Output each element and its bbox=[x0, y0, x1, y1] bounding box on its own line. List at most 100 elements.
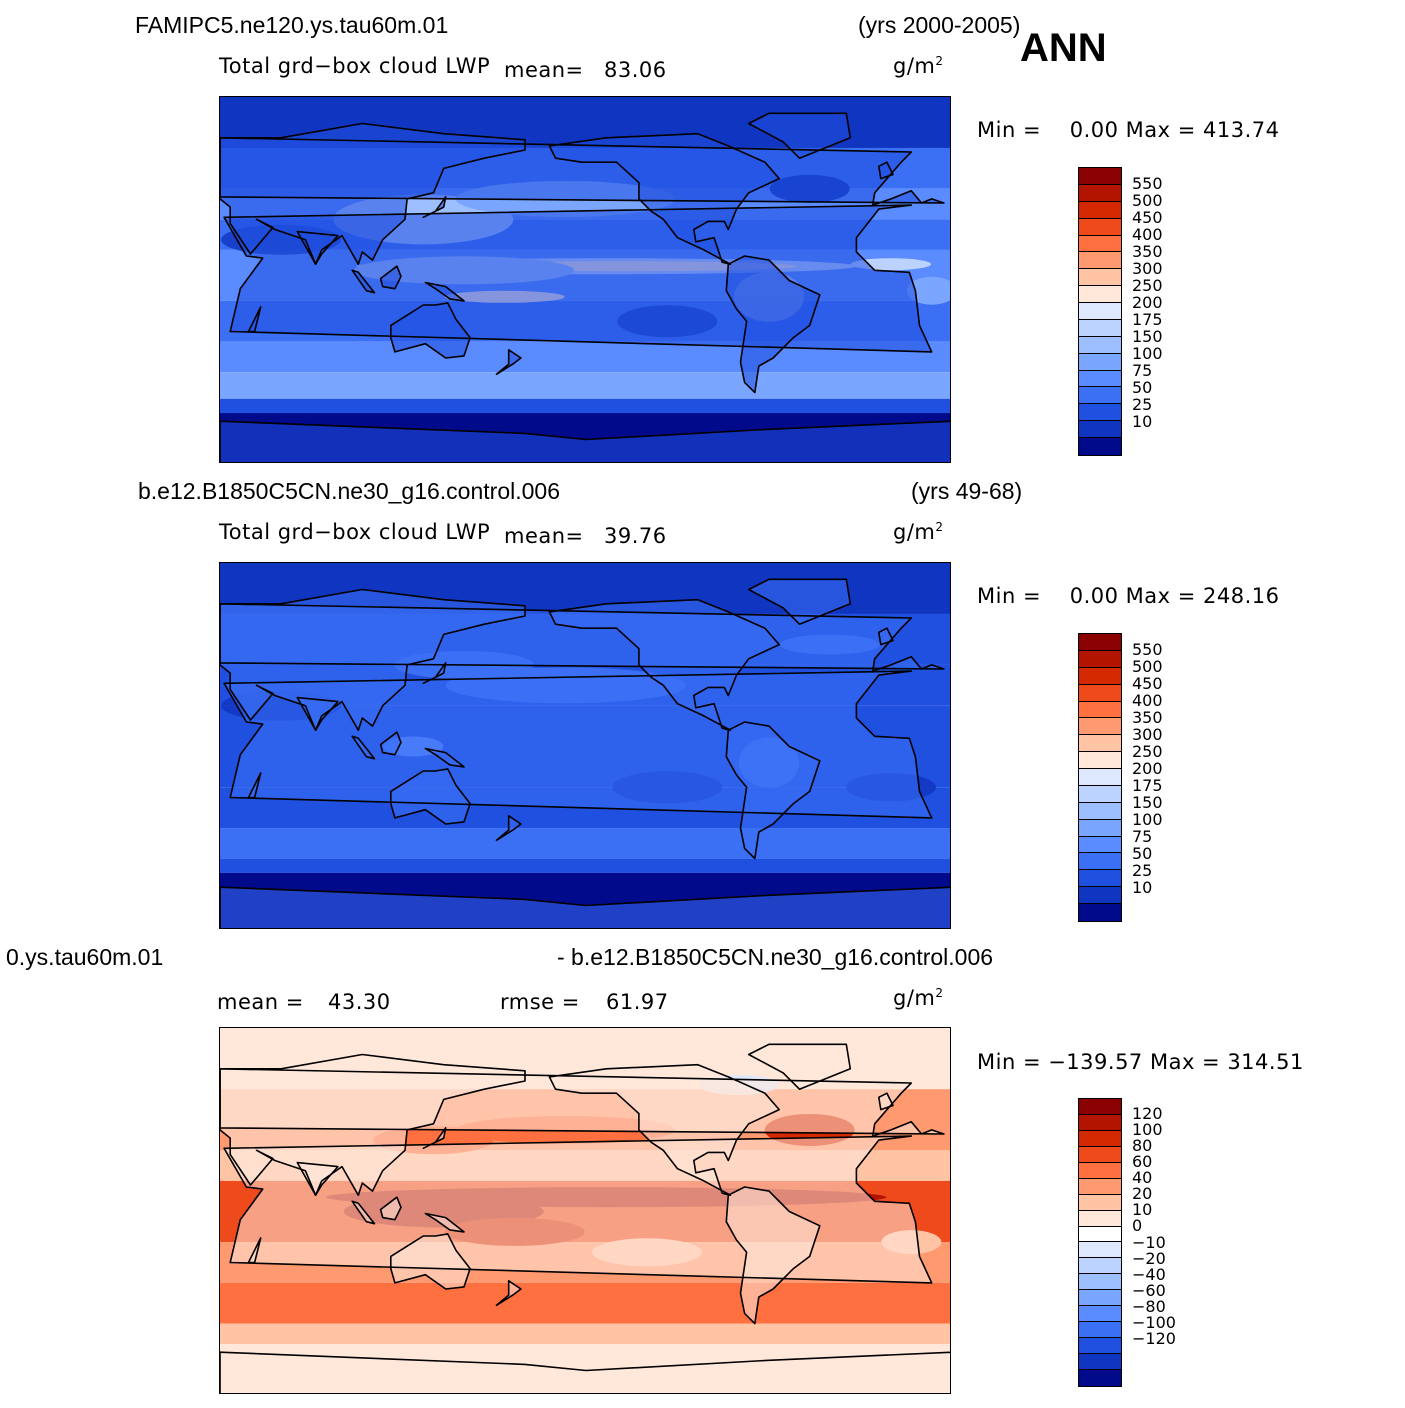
colorbar-tick-label: 50 bbox=[1132, 378, 1153, 397]
colorbar-segment bbox=[1079, 667, 1121, 685]
panel3-units: g/m2 bbox=[893, 986, 944, 1010]
colorbar-segment bbox=[1079, 235, 1121, 253]
panel1-colorbar-ticks: 550 500 450 400 350 300 250 200 175 150 100 75 50 25 1… bbox=[1132, 167, 1192, 456]
colorbar-segment bbox=[1079, 1162, 1121, 1179]
colorbar-tick-label: 450 bbox=[1132, 674, 1163, 693]
colorbar-tick-label: 50 bbox=[1132, 844, 1153, 863]
colorbar-segment bbox=[1079, 218, 1121, 236]
colorbar-segment bbox=[1079, 168, 1121, 185]
colorbar-segment bbox=[1079, 319, 1121, 337]
panel2-minmax: Min = 0.00 Max = 248.16 bbox=[977, 584, 1280, 608]
panel2-years: (yrs 49-68) bbox=[911, 478, 1023, 504]
colorbar-tick-label: 450 bbox=[1132, 208, 1163, 227]
colorbar-tick-label: 80 bbox=[1132, 1136, 1153, 1156]
colorbar-segment bbox=[1079, 201, 1121, 219]
colorbar-segment bbox=[1079, 735, 1121, 753]
colorbar-segment bbox=[1079, 802, 1121, 820]
colorbar-segment bbox=[1079, 650, 1121, 668]
colorbar-tick-label: 350 bbox=[1132, 242, 1163, 261]
colorbar-tick-label: 200 bbox=[1132, 293, 1163, 312]
colorbar-segment bbox=[1079, 1114, 1121, 1131]
colorbar-tick-label: 25 bbox=[1132, 861, 1153, 880]
colorbar-segment bbox=[1079, 303, 1121, 320]
colorbar-tick-label: 25 bbox=[1132, 395, 1153, 414]
colorbar-tick-label: 250 bbox=[1132, 742, 1163, 761]
colorbar-tick-label: −40 bbox=[1132, 1264, 1166, 1284]
panel2-case-name: b.e12.B1850C5CN.ne30_g16.control.006 bbox=[138, 478, 560, 504]
panel2-colorbar bbox=[1078, 633, 1122, 922]
colorbar-segment bbox=[1079, 286, 1121, 303]
colorbar-segment bbox=[1079, 438, 1121, 455]
colorbar-segment bbox=[1079, 1194, 1121, 1211]
panel3-case-name-right: - b.e12.B1850C5CN.ne30_g16.control.006 bbox=[557, 944, 994, 970]
colorbar-segment bbox=[1079, 870, 1121, 888]
colorbar-segment bbox=[1079, 1338, 1121, 1354]
colorbar-segment bbox=[1079, 404, 1121, 422]
panel2-mean-value: 39.76 bbox=[604, 524, 667, 548]
colorbar-segment bbox=[1079, 634, 1121, 651]
panel2-map bbox=[219, 562, 951, 929]
colorbar-segment bbox=[1079, 701, 1121, 719]
panel3-minmax: Min = −139.57 Max = 314.51 bbox=[977, 1050, 1304, 1074]
colorbar-tick-label: −10 bbox=[1132, 1232, 1166, 1252]
panel1-mean-label: mean= bbox=[504, 58, 584, 82]
colorbar-tick-label: 75 bbox=[1132, 827, 1153, 846]
colorbar-segment bbox=[1079, 887, 1121, 904]
colorbar-tick-label: 400 bbox=[1132, 225, 1163, 244]
panel1-mean-value: 83.06 bbox=[604, 58, 667, 82]
panel3-map bbox=[219, 1027, 951, 1394]
panel1-minmax: Min = 0.00 Max = 413.74 bbox=[977, 118, 1280, 142]
colorbar-tick-label: 500 bbox=[1132, 191, 1163, 210]
colorbar-segment bbox=[1079, 769, 1121, 786]
colorbar-tick-label: 100 bbox=[1132, 344, 1163, 363]
colorbar-segment bbox=[1079, 785, 1121, 803]
panel1-years: (yrs 2000-2005) bbox=[858, 12, 1021, 38]
colorbar-segment bbox=[1079, 718, 1121, 736]
colorbar-tick-label: −100 bbox=[1132, 1312, 1176, 1332]
colorbar-tick-label: 350 bbox=[1132, 708, 1163, 727]
colorbar-segment bbox=[1079, 353, 1121, 371]
colorbar-tick-label: 550 bbox=[1132, 640, 1163, 659]
colorbar-tick-label: 0 bbox=[1132, 1216, 1143, 1236]
colorbar-segment bbox=[1079, 184, 1121, 202]
panel2-var-label: Total grd−box cloud LWP bbox=[219, 520, 491, 544]
colorbar-tick-label: −80 bbox=[1132, 1296, 1166, 1316]
colorbar-segment bbox=[1079, 1210, 1121, 1227]
panel1-var-label: Total grd−box cloud LWP bbox=[219, 54, 491, 78]
panel1-colorbar bbox=[1078, 167, 1122, 456]
panel3-case-name-left: 0.ys.tau60m.01 bbox=[6, 944, 164, 970]
colorbar-segment bbox=[1079, 269, 1121, 287]
colorbar-tick-label: 550 bbox=[1132, 174, 1163, 193]
colorbar-tick-label: 20 bbox=[1132, 1184, 1153, 1204]
panel3-mean-label: mean = bbox=[217, 990, 304, 1014]
colorbar-segment bbox=[1079, 853, 1121, 871]
colorbar-tick-label: −60 bbox=[1132, 1280, 1166, 1300]
colorbar-tick-label: 150 bbox=[1132, 793, 1163, 812]
colorbar-tick-label: 100 bbox=[1132, 810, 1163, 829]
colorbar-segment bbox=[1079, 836, 1121, 854]
colorbar-tick-label: −120 bbox=[1132, 1328, 1176, 1348]
colorbar-tick-label: 40 bbox=[1132, 1168, 1153, 1188]
colorbar-segment bbox=[1079, 1146, 1121, 1163]
panel2-units: g/m2 bbox=[893, 520, 944, 544]
colorbar-segment bbox=[1079, 1354, 1121, 1370]
colorbar-segment bbox=[1079, 1130, 1121, 1147]
panel3-mean-value: 43.30 bbox=[328, 990, 391, 1014]
colorbar-tick-label: 200 bbox=[1132, 759, 1163, 778]
colorbar-tick-label: 175 bbox=[1132, 776, 1163, 795]
panel3-rmse-label: rmse = bbox=[500, 990, 580, 1014]
colorbar-tick-label: 500 bbox=[1132, 657, 1163, 676]
colorbar-segment bbox=[1079, 336, 1121, 354]
colorbar-tick-label: 60 bbox=[1132, 1152, 1153, 1172]
colorbar-tick-label: 150 bbox=[1132, 327, 1163, 346]
colorbar-segment bbox=[1079, 1178, 1121, 1195]
colorbar-segment bbox=[1079, 421, 1121, 438]
colorbar-segment bbox=[1079, 370, 1121, 388]
colorbar-tick-label: 400 bbox=[1132, 691, 1163, 710]
colorbar-segment bbox=[1079, 1306, 1121, 1323]
colorbar-tick-label: −20 bbox=[1132, 1248, 1166, 1268]
panel1-units: g/m2 bbox=[893, 54, 944, 78]
panel2-colorbar-ticks: 550 500 450 400 350 300 250 200 175 150 100 75 50 25 1… bbox=[1132, 633, 1192, 922]
colorbar-segment bbox=[1079, 1369, 1121, 1386]
colorbar-segment bbox=[1079, 1226, 1121, 1243]
